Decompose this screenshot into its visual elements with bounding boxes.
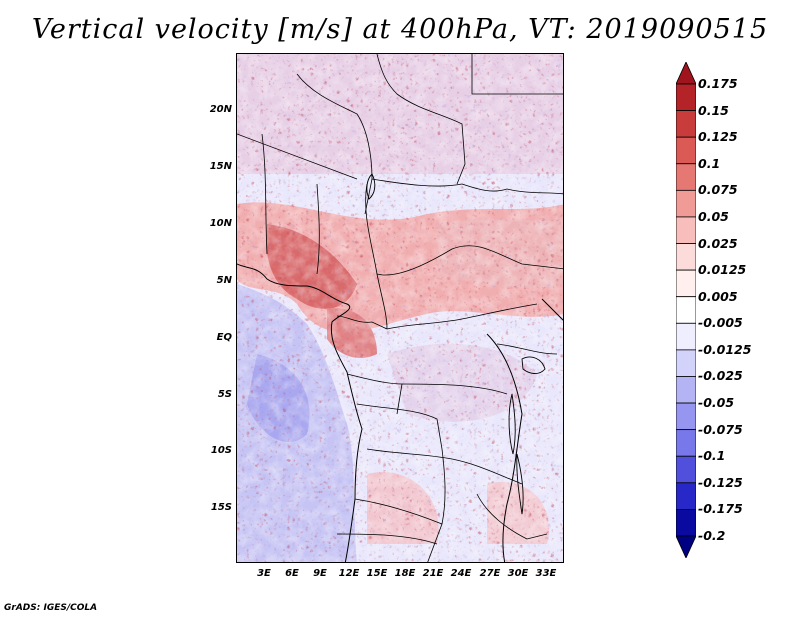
colorbar-box	[676, 296, 696, 324]
colorbar-label: 0.025	[698, 235, 738, 251]
lat-label-10s: 10S	[210, 445, 232, 456]
colorbar-label: -0.125	[698, 474, 743, 490]
lat-label-20n: 20N	[209, 104, 232, 115]
colorbar-box	[676, 482, 696, 510]
colorbar-label: -0.025	[698, 368, 743, 384]
colorbar-box	[676, 322, 696, 351]
colorbar-label: 0.075	[698, 182, 738, 198]
coastlines	[237, 263, 563, 562]
colorbar-top-triangle	[676, 62, 696, 85]
lon-label-30e: 30E	[507, 568, 529, 579]
lat-label-15n: 15N	[209, 161, 232, 172]
colorbar-label: -0.0125	[698, 341, 752, 357]
colorbar-label: -0.175	[698, 501, 743, 517]
colorbar-label: -0.075	[698, 421, 743, 437]
colorbar-box	[676, 136, 696, 165]
lat-label-15s: 15S	[210, 502, 232, 513]
lon-label-33e: 33E	[535, 568, 557, 579]
colorbar-box	[676, 349, 696, 377]
country-borders	[237, 54, 563, 562]
lat-label-10n: 10N	[209, 218, 232, 229]
lon-label-9e: 9E	[313, 568, 327, 579]
colorbar-label: 0.1	[698, 155, 721, 171]
colorbar-box	[676, 216, 696, 244]
colorbar-box	[676, 243, 696, 271]
colorbar-label: 0.005	[698, 288, 738, 304]
colorbar-bottom-triangle	[676, 535, 696, 558]
lat-label-eq: EQ	[216, 332, 232, 343]
grads-credit: GrADS: IGES/COLA	[4, 603, 98, 613]
lon-label-12e: 12E	[338, 568, 360, 579]
lat-label-5n: 5N	[216, 275, 232, 286]
lon-label-3e: 3E	[257, 568, 271, 579]
colorbar-box	[676, 83, 696, 111]
colorbar-label: -0.1	[698, 448, 726, 464]
lakes	[366, 173, 546, 515]
colorbar-box	[676, 509, 696, 537]
colorbar-box	[676, 163, 696, 191]
velocity-map	[236, 53, 564, 563]
colorbar-label: -0.005	[698, 315, 743, 331]
colorbar-box	[676, 269, 696, 298]
colorbar-label: -0.2	[698, 528, 726, 543]
lon-label-27e: 27E	[479, 568, 501, 579]
lon-label-24e: 24E	[450, 568, 472, 579]
colorbar-box	[676, 402, 696, 431]
colorbar-box	[676, 189, 696, 218]
colorbar-label: -0.05	[698, 395, 735, 411]
colorbar-label: 0.125	[698, 129, 738, 145]
velocity-field	[237, 54, 563, 562]
colorbar	[676, 62, 696, 558]
colorbar-label: 0.05	[698, 208, 729, 224]
lat-label-5s: 5S	[217, 389, 232, 400]
colorbar-label: 0.0125	[698, 262, 747, 278]
colorbar-box	[676, 110, 696, 138]
colorbar-label: 0.15	[698, 102, 729, 118]
colorbar-label: 0.175	[698, 76, 738, 91]
colorbar-box	[676, 455, 696, 484]
lon-label-15e: 15E	[366, 568, 388, 579]
map-title: Vertical velocity [m/s] at 400hPa, VT: 2…	[31, 14, 769, 45]
lon-label-21e: 21E	[422, 568, 444, 579]
lon-label-6e: 6E	[285, 568, 299, 579]
lon-label-18e: 18E	[394, 568, 416, 579]
colorbar-box	[676, 376, 696, 404]
colorbar-box	[676, 429, 696, 457]
